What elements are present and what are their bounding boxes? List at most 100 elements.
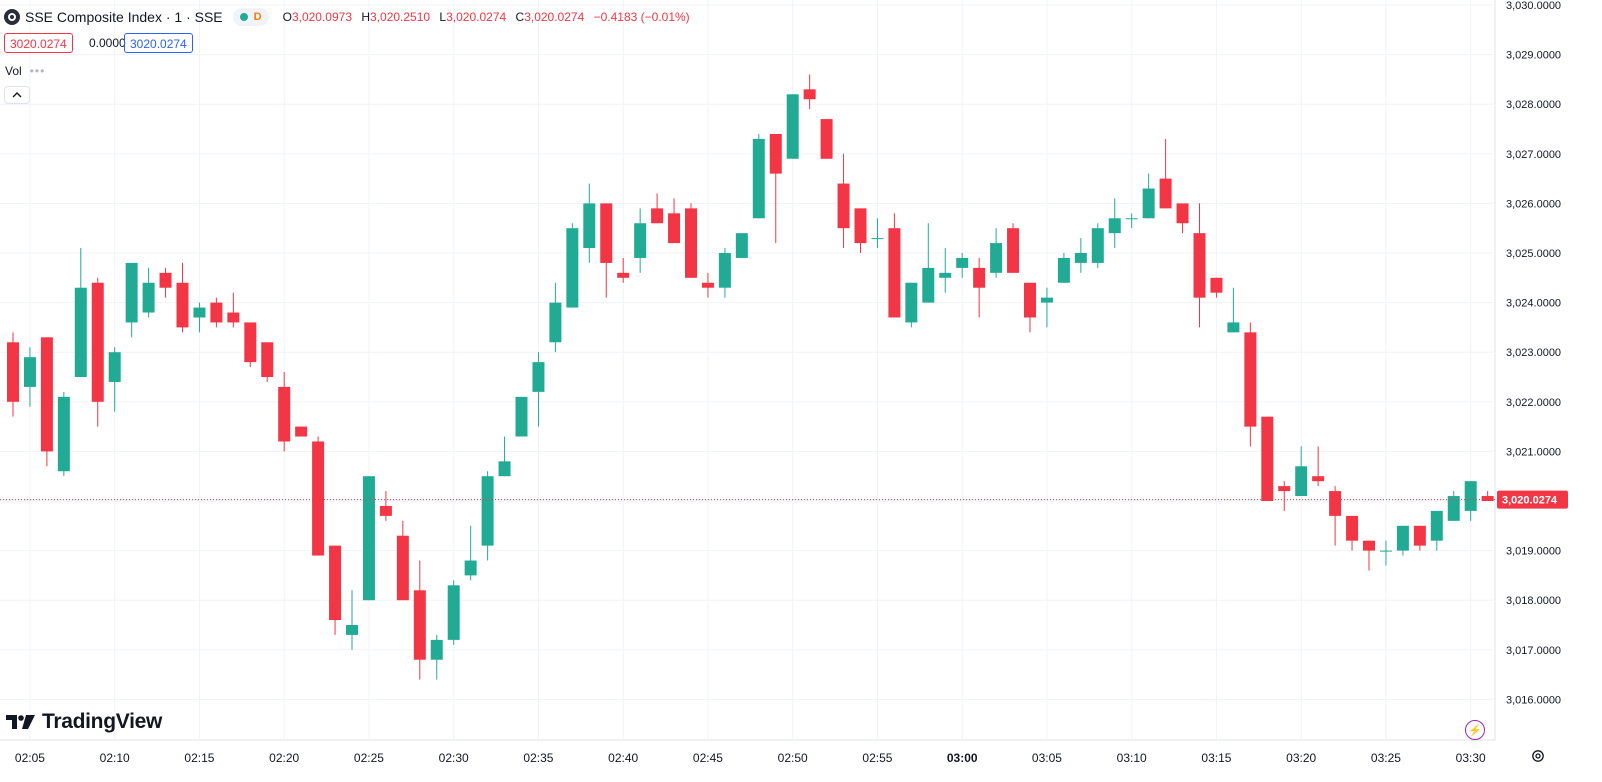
candle[interactable] <box>193 302 206 333</box>
candle[interactable] <box>1176 203 1189 234</box>
candle[interactable] <box>990 228 1003 278</box>
symbol-title[interactable]: SSE Composite Index · 1 · SSE <box>25 9 223 25</box>
candle[interactable] <box>278 372 291 452</box>
candle[interactable] <box>871 218 884 249</box>
candle[interactable] <box>752 133 765 219</box>
candle[interactable] <box>295 426 308 437</box>
candle[interactable] <box>227 292 240 328</box>
candle[interactable] <box>379 491 392 521</box>
candle[interactable] <box>1142 173 1155 219</box>
candle[interactable] <box>1329 486 1342 546</box>
candle[interactable] <box>329 545 342 635</box>
collapse-legend-button[interactable] <box>4 86 30 104</box>
candle[interactable] <box>803 74 816 110</box>
candle[interactable] <box>668 198 681 244</box>
candle[interactable] <box>634 208 647 273</box>
candle[interactable] <box>176 262 189 333</box>
candle[interactable] <box>939 248 952 293</box>
candle[interactable] <box>956 253 969 278</box>
candle[interactable] <box>1108 198 1121 249</box>
candle[interactable] <box>74 248 87 377</box>
candle[interactable] <box>1447 491 1460 521</box>
candle[interactable] <box>1346 515 1359 551</box>
candle[interactable] <box>1007 223 1020 273</box>
candle[interactable] <box>583 183 596 263</box>
candle[interactable] <box>413 560 426 680</box>
candle[interactable] <box>7 332 19 417</box>
candle[interactable] <box>617 257 630 283</box>
candle[interactable] <box>1464 481 1477 521</box>
candle[interactable] <box>1413 525 1426 551</box>
candle[interactable] <box>600 203 613 298</box>
candle[interactable] <box>651 193 664 224</box>
candle[interactable] <box>1125 213 1138 229</box>
more-options-icon[interactable]: ••• <box>29 64 46 78</box>
candle[interactable] <box>1040 287 1053 328</box>
market-status-pill[interactable]: D <box>232 8 269 26</box>
candle[interactable] <box>1227 287 1240 333</box>
candle[interactable] <box>159 267 172 298</box>
candle[interactable] <box>312 436 325 556</box>
sell-price-box[interactable]: 3020.0274 <box>4 33 73 53</box>
candle[interactable] <box>447 580 460 645</box>
candle[interactable] <box>1295 446 1308 497</box>
candle[interactable] <box>1363 540 1375 571</box>
candle[interactable] <box>701 272 714 298</box>
candle[interactable] <box>498 436 511 477</box>
candle[interactable] <box>1312 446 1325 487</box>
candle[interactable] <box>1024 282 1036 333</box>
candle[interactable] <box>430 634 443 680</box>
lightning-icon[interactable]: ⚡ <box>1465 720 1485 740</box>
tradingview-logo[interactable]: TradingView <box>6 710 162 734</box>
candle[interactable] <box>481 471 494 561</box>
candle[interactable] <box>854 208 867 253</box>
time-axis[interactable]: 02:05 02:10 02:15 02:20 02:25 02:30 02:35 02:40… <box>15 751 1486 765</box>
candle[interactable] <box>1261 416 1274 501</box>
candle[interactable] <box>1057 253 1070 283</box>
candle[interactable] <box>125 262 138 338</box>
candle[interactable] <box>362 476 375 601</box>
candle[interactable] <box>91 277 104 427</box>
candle[interactable] <box>261 342 274 382</box>
candle[interactable] <box>515 396 528 437</box>
candle[interactable] <box>1091 223 1104 268</box>
candle[interactable] <box>1396 525 1409 556</box>
candle[interactable] <box>820 119 833 159</box>
candle[interactable] <box>23 347 36 407</box>
candle[interactable] <box>718 248 731 298</box>
candle[interactable] <box>396 520 409 601</box>
candle[interactable] <box>1430 510 1443 551</box>
candle[interactable] <box>922 223 935 303</box>
candle[interactable] <box>57 391 70 477</box>
candle[interactable] <box>464 525 477 581</box>
candle[interactable] <box>244 322 257 368</box>
candle[interactable] <box>735 233 748 258</box>
candle[interactable] <box>532 352 545 427</box>
candle[interactable] <box>40 337 53 467</box>
candle[interactable] <box>837 153 850 249</box>
price-axis[interactable]: 3,016.0000 3,017.0000 3,018.0000 3,019.0000… <box>1497 0 1568 706</box>
candle[interactable] <box>1210 277 1223 298</box>
candle[interactable] <box>142 267 155 318</box>
candle[interactable] <box>1074 238 1087 273</box>
candle[interactable] <box>888 213 901 318</box>
candle[interactable] <box>566 223 579 308</box>
candle[interactable] <box>685 203 697 278</box>
candle[interactable] <box>1481 491 1494 501</box>
candle[interactable] <box>549 282 562 353</box>
candle[interactable] <box>1193 203 1206 328</box>
candle[interactable] <box>346 590 358 650</box>
candle[interactable] <box>786 94 799 159</box>
candle[interactable] <box>1159 138 1172 209</box>
candle[interactable] <box>1244 322 1257 447</box>
volume-legend[interactable]: Vol ••• <box>5 64 45 78</box>
candle[interactable] <box>210 297 223 328</box>
candle[interactable] <box>1278 481 1291 511</box>
gear-icon[interactable] <box>1530 748 1546 764</box>
candle[interactable] <box>905 282 918 328</box>
buy-price-box[interactable]: 3020.0274 <box>124 33 193 53</box>
candle[interactable] <box>108 347 121 412</box>
candle[interactable] <box>973 257 986 318</box>
candle[interactable] <box>1379 540 1392 566</box>
